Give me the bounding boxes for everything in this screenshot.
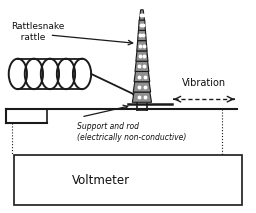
Text: Voltmeter: Voltmeter: [72, 174, 130, 187]
Polygon shape: [133, 82, 151, 92]
Polygon shape: [137, 41, 147, 51]
Text: Vibration: Vibration: [182, 78, 226, 88]
Polygon shape: [135, 61, 149, 72]
Polygon shape: [136, 51, 148, 61]
Polygon shape: [138, 30, 146, 41]
Polygon shape: [134, 72, 150, 82]
Polygon shape: [132, 92, 152, 102]
Text: Rattlesnake
   rattle: Rattlesnake rattle: [12, 22, 65, 42]
Bar: [14, 155, 242, 205]
Text: Support and rod
(electrically non-conductive): Support and rod (electrically non-conduc…: [77, 122, 187, 142]
Polygon shape: [140, 10, 144, 20]
Polygon shape: [138, 20, 145, 30]
